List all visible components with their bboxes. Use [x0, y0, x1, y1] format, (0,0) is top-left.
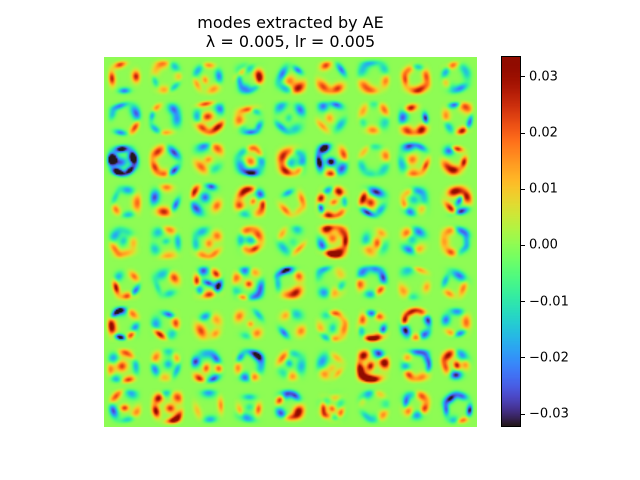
colorbar-tick-label: −0.01 — [529, 294, 569, 310]
colorbar-tick-label: −0.03 — [529, 406, 569, 422]
colorbar-tick-label: 0.00 — [529, 237, 558, 253]
colorbar-tick — [521, 76, 525, 78]
colorbar-tick — [521, 301, 525, 303]
colorbar-tick — [521, 244, 525, 246]
modes-heatmap-image — [104, 57, 477, 427]
colorbar-tick-label: 0.02 — [529, 125, 558, 141]
colorbar-tick-label: 0.03 — [529, 69, 558, 85]
colorbar-gradient — [501, 56, 521, 427]
colorbar-tick — [521, 413, 525, 415]
colorbar-tick — [521, 188, 525, 190]
colorbar-tick-label: 0.01 — [529, 181, 558, 197]
figure-subtitle: λ = 0.005, lr = 0.005 — [205, 32, 376, 51]
colorbar-tick — [521, 132, 525, 134]
colorbar-tick-label: −0.02 — [529, 350, 569, 366]
figure-title: modes extracted by AE — [197, 13, 384, 32]
colorbar-tick — [521, 357, 525, 359]
